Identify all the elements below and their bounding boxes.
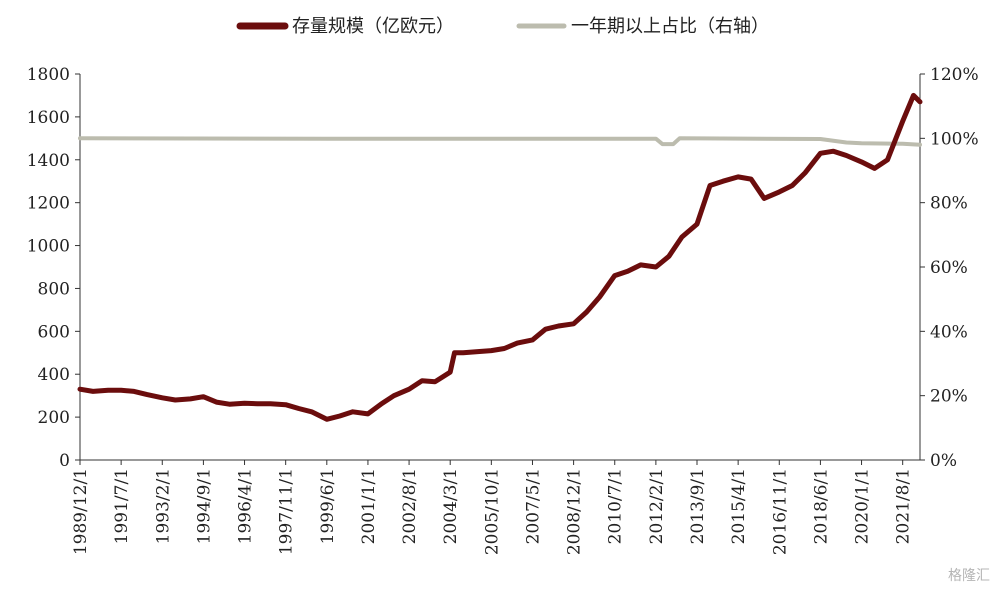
x-tick-label: 2013/9/1 xyxy=(688,468,708,544)
x-tick-label: 1999/6/1 xyxy=(318,468,338,544)
x-tick-label: 1994/9/1 xyxy=(194,468,214,544)
x-axis-ticks: 1989/12/1 1991/7/1 1993/2/1 1994/9/1 1996/4/… xyxy=(71,460,914,555)
x-tick-label: 2008/12/1 xyxy=(565,468,585,555)
legend: 存量规模（亿欧元） 一年期以上占比（右轴） xyxy=(236,16,769,37)
x-tick-label: 2005/10/1 xyxy=(482,468,502,555)
right-tick-label: 80% xyxy=(930,194,968,214)
left-tick-label: 200 xyxy=(38,408,70,428)
x-tick-label: 1996/4/1 xyxy=(236,468,256,544)
x-tick-label: 2021/8/1 xyxy=(894,468,914,544)
legend-label-share: 一年期以上占比（右轴） xyxy=(571,16,769,37)
right-tick-label: 100% xyxy=(930,129,979,149)
x-tick-label: 2015/4/1 xyxy=(729,468,749,544)
right-tick-label: 40% xyxy=(930,322,968,342)
legend-label-stock: 存量规模（亿欧元） xyxy=(292,16,454,37)
left-tick-label: 1800 xyxy=(27,65,70,85)
x-tick-label: 2004/3/1 xyxy=(441,468,461,544)
x-tick-label: 2016/11/1 xyxy=(770,468,790,555)
x-tick-label: 2002/8/1 xyxy=(400,468,420,544)
left-tick-label: 800 xyxy=(38,279,70,299)
x-tick-label: 1991/7/1 xyxy=(112,468,132,544)
right-tick-label: 120% xyxy=(930,65,979,85)
right-axis-ticks: 0% 20% 40% 60% 80% 100% 120% xyxy=(920,65,979,471)
left-tick-label: 1600 xyxy=(27,108,70,128)
axes xyxy=(79,74,921,461)
right-tick-label: 0% xyxy=(930,451,957,471)
left-tick-label: 400 xyxy=(38,365,70,385)
series-layer xyxy=(77,92,923,422)
right-tick-label: 60% xyxy=(930,258,968,278)
left-axis-ticks: 0 200 400 600 800 1000 1200 1400 1600 1800 xyxy=(27,65,80,471)
x-tick-label: 2010/7/1 xyxy=(606,468,626,544)
x-tick-label: 2012/2/1 xyxy=(647,468,667,544)
x-tick-label: 1989/12/1 xyxy=(71,468,91,555)
x-tick-label: 1997/11/1 xyxy=(277,468,297,555)
watermark-text: 格隆汇 xyxy=(948,568,990,584)
right-tick-label: 20% xyxy=(930,387,968,407)
left-tick-label: 1000 xyxy=(27,237,70,257)
left-tick-label: 1200 xyxy=(27,194,70,214)
left-tick-label: 0 xyxy=(59,451,70,471)
x-tick-label: 2001/1/1 xyxy=(359,468,379,544)
x-tick-label: 1993/2/1 xyxy=(153,468,173,544)
left-tick-label: 1400 xyxy=(27,151,70,171)
x-tick-label: 2007/5/1 xyxy=(523,468,543,544)
series-line-stock xyxy=(77,92,923,422)
series-line-share xyxy=(78,136,922,147)
x-tick-label: 2020/1/1 xyxy=(853,468,873,544)
x-tick-label: 2018/6/1 xyxy=(811,468,831,544)
left-tick-label: 600 xyxy=(38,322,70,342)
